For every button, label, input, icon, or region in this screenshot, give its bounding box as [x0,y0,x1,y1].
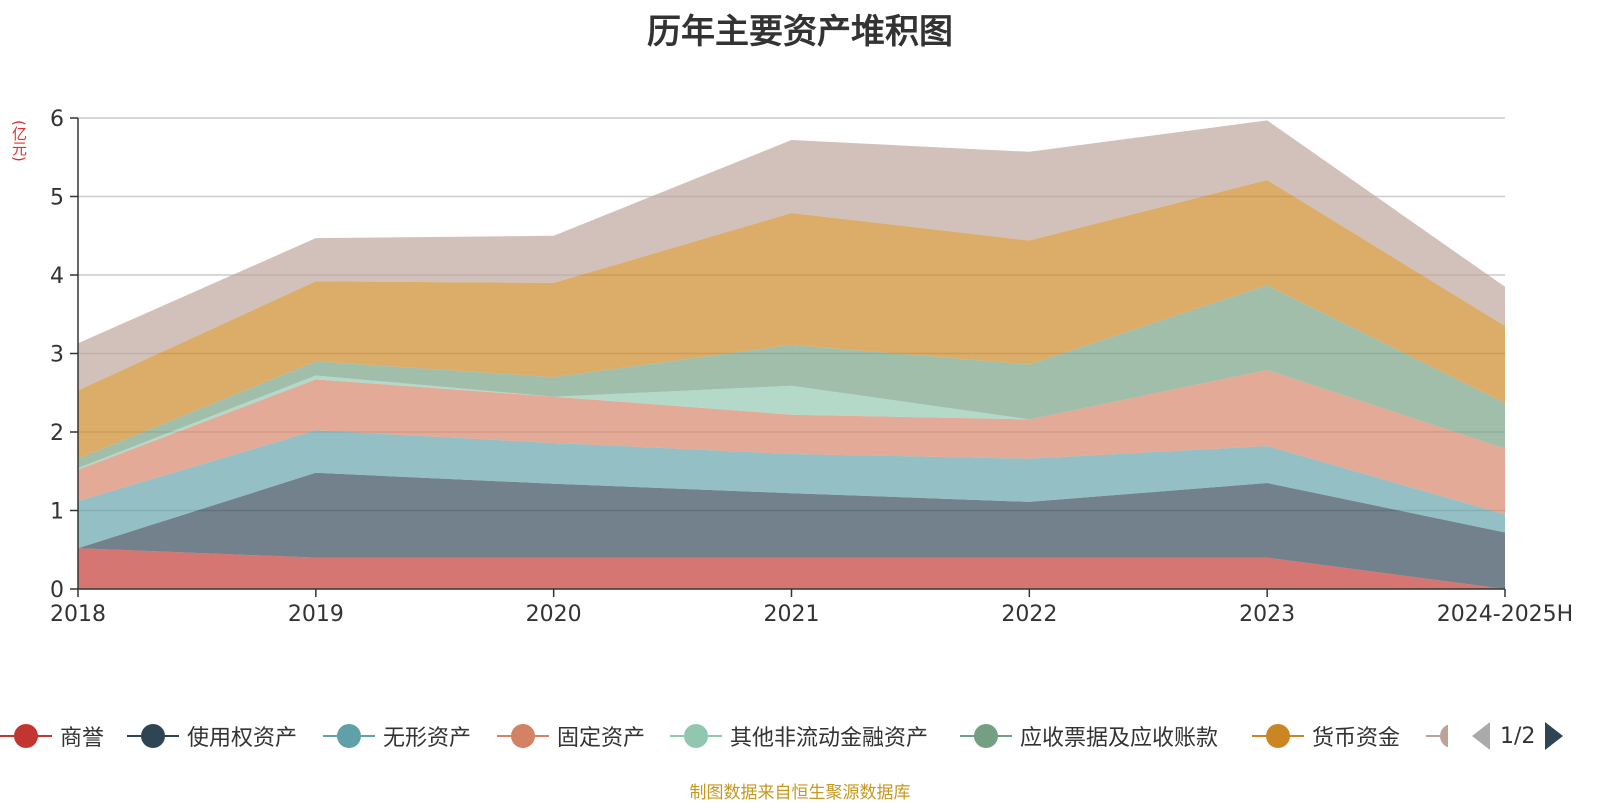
x-tick-label: 2023 [1239,602,1295,627]
area-series-1 [78,472,1505,589]
chart-title: 历年主要资产堆积图 [647,12,953,52]
data-source-note: 制图数据来自恒生聚源数据库 [689,783,911,803]
legend-marker [323,724,375,748]
legend-marker [497,724,549,748]
y-axis-unit-label: (亿元) [10,120,28,162]
legend-marker [960,724,1012,748]
legend-item-1[interactable]: 使用权资产 [127,718,297,754]
legend-label: 应收票据及应收账款 [1020,726,1219,751]
legend-label: 货币资金 [1312,726,1401,751]
legend-label: 无形资产 [383,726,472,751]
y-tick-label: 4 [50,264,64,289]
legend-item-3[interactable]: 固定资产 [497,718,645,754]
legend-label: 其他非流动金融资产 [730,726,929,751]
area-series-4 [78,370,1505,470]
legend-pager: 1/2 [1472,718,1564,754]
legend-item-5[interactable]: 应收票据及应收账款 [960,718,1218,754]
y-tick-label: 0 [50,578,64,603]
legend: 商誉 使用权资产 无形资产 固定资产 其他非流动金融资产 应收票据及应收账款 货币资金 1/2 [0,718,1600,754]
legend-item-0[interactable]: 商誉 [0,718,104,754]
y-tick-label: 1 [50,500,64,525]
x-tick-label: 2024-2025H [1437,602,1573,627]
legend-marker [1252,724,1304,748]
legend-prev-arrow-icon[interactable] [1472,722,1490,750]
area-series-6 [78,180,1505,459]
legend-label: 商誉 [60,726,105,751]
x-tick-label: 2022 [1001,602,1057,627]
legend-marker [670,724,722,748]
x-tick-label: 2019 [288,602,344,627]
area-series [78,120,1505,589]
area-series-2 [78,430,1505,549]
y-tick-label: 6 [50,107,64,132]
legend-label: 使用权资产 [187,726,298,751]
legend-page-indicator: 1/2 [1500,723,1536,749]
area-series-3 [78,370,1505,515]
area-series-7 [78,120,1505,391]
legend-item-4[interactable]: 其他非流动金融资产 [670,718,928,754]
area-series-0 [78,548,1505,589]
legend-marker [127,724,179,748]
legend-item-7[interactable] [1426,718,1448,754]
y-tick-label: 5 [50,186,64,211]
legend-label: 固定资产 [557,726,646,751]
legend-next-arrow-icon[interactable] [1545,722,1564,750]
x-tick-label: 2020 [526,602,582,627]
legend-item-2[interactable]: 无形资产 [323,718,471,754]
y-tick-label: 3 [50,343,64,368]
x-tick-label: 2018 [50,602,106,627]
axes: 0 1 2 3 4 5 6 2018 2019 2020 2021 2022 2023 2024-2025… [50,107,1573,627]
legend-marker [0,724,52,748]
stacked-area-chart: 0 1 2 3 4 5 6 2018 2019 2020 2021 2022 2023 2024-2025… [50,107,1573,627]
legend-item-6[interactable]: 货币资金 [1252,718,1400,754]
area-series-5 [78,285,1505,469]
legend-marker [1426,724,1448,748]
x-tick-label: 2021 [764,602,820,627]
y-tick-label: 2 [50,421,64,446]
